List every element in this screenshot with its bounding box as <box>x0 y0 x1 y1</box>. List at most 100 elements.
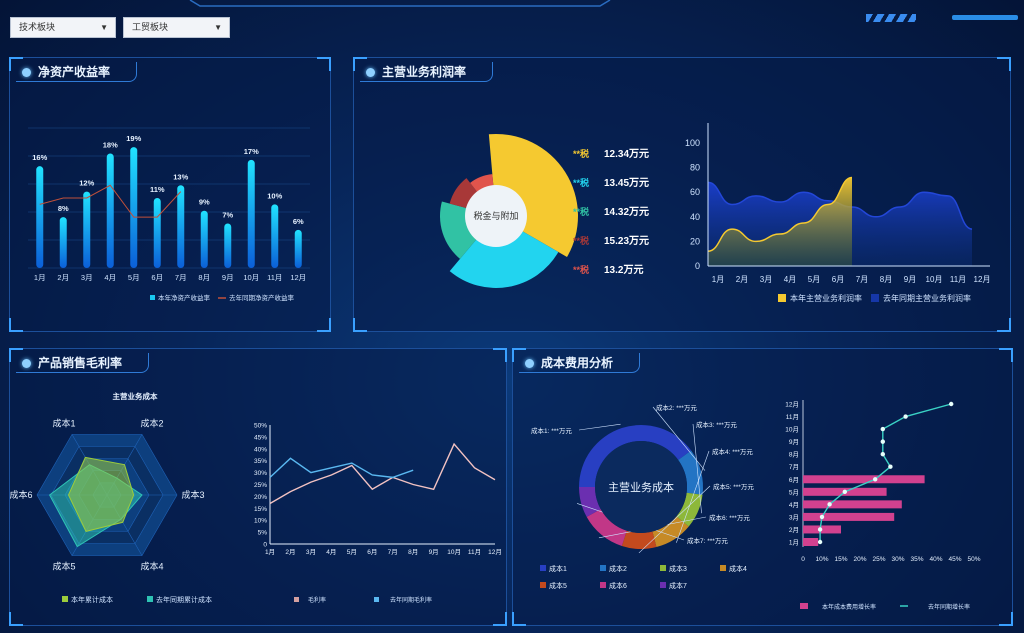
gm-x-tick: 2月 <box>285 548 295 556</box>
roe-bar <box>130 147 138 268</box>
tax-rose-slice <box>449 216 559 288</box>
growth-line-point <box>827 502 832 507</box>
gm-x-tick: 12月 <box>488 548 502 556</box>
tax-legend-name: **税 <box>573 148 589 159</box>
gm-x-tick: 4月 <box>326 548 336 556</box>
gm-y-tick: 35% <box>254 458 267 465</box>
cost-legend-label: 成本6 <box>609 581 627 590</box>
gm-y-tick: 10% <box>254 518 267 525</box>
growth-x-tick: 15% <box>834 556 847 563</box>
tech-block-select-label: 技术板块 <box>19 22 56 32</box>
roe-panel: 净资产收益率 16% 1月 8% 2月 12% 3月 18% 4月 19% 5月 11% 6月 13% 7… <box>9 57 331 332</box>
growth-line-point <box>819 514 825 520</box>
cost-legend-label: 成本4 <box>729 564 747 573</box>
radar-title: 主营业务成本 <box>113 391 158 401</box>
tax-legend-name: **税 <box>573 264 589 275</box>
tax-legend-name: **税 <box>573 177 589 188</box>
cost-donut-hole <box>595 441 687 533</box>
radar-indicator-label: 成本6 <box>10 489 33 500</box>
roe-data-label: 8% <box>58 204 69 213</box>
cost-donut-leader <box>638 485 711 554</box>
growth-x-tick: 30% <box>891 556 904 563</box>
cost-legend-label: 成本7 <box>669 581 687 590</box>
roe-panel-title: 净资产收益率 <box>16 62 138 82</box>
cost-donut-slice <box>676 492 703 527</box>
gm-series-line <box>269 457 414 479</box>
growth-y-tick: 3月 <box>789 513 799 521</box>
roe-data-label: 12% <box>79 179 94 188</box>
cost-growth-chart: 1月 2月 3月 4月 5月 6月 7月 8月 9月 10月 11月 12月 0 10% 15% 20% 25%… <box>785 400 981 611</box>
cost-donut-label: 成本6: ***万元 <box>709 513 750 522</box>
profit-legend-1: 本年主营业务利润率 <box>790 293 862 303</box>
growth-y-tick: 7月 <box>789 463 799 471</box>
cost-donut-slice <box>652 516 689 548</box>
industry-block-select-label: 工贸板块 <box>132 22 169 32</box>
gm-y-tick: 50% <box>254 423 267 430</box>
roe-lastyear-line <box>39 184 182 218</box>
gross-margin-panel-title: 产品销售毛利率 <box>16 353 150 373</box>
gm-legend-2: 去年同期毛利率 <box>390 596 432 604</box>
growth-y-tick: 2月 <box>789 526 799 534</box>
profit-x-tick: 8月 <box>880 275 892 284</box>
roe-bar <box>224 223 232 268</box>
cost-legend-swatch <box>660 565 666 571</box>
gm-y-tick: 45% <box>254 434 267 441</box>
radar-legend-swatch-1 <box>62 596 68 602</box>
main-profit-panel: 主营业务利润率 税金与附加 **税 12.34万元 **税 13.45万元 **税 14.3… <box>353 57 1011 332</box>
profit-area-chart: 0 20 40 60 80 100 1月 2月 3月 4月 5月 6月 7月 8月 9月 10月 11月 12月本… <box>685 123 991 303</box>
cost-legend-swatch <box>720 565 726 571</box>
tax-center-label: 税金与附加 <box>473 210 518 221</box>
cost-donut-center-label: 主营业务成本 <box>608 480 674 494</box>
roe-bar <box>59 217 67 268</box>
profit-y-tick: 60 <box>690 187 700 197</box>
tech-block-select[interactable]: 技术板块 ▼ <box>10 17 116 38</box>
profit-x-tick: 6月 <box>832 275 844 284</box>
gm-y-tick: 25% <box>254 482 267 489</box>
top-header-strip <box>189 0 611 7</box>
roe-data-label: 16% <box>32 153 47 162</box>
growth-x-tick: 50% <box>967 556 980 563</box>
cost-donut-label: 成本2: ***万元 <box>656 403 697 412</box>
gross-margin-line-chart: 0 5% 10% 15% 20% 25% 30% 35% 40% 45% 50% 1月 2月 3月 4月 5月… <box>254 423 502 605</box>
industry-block-select[interactable]: 工贸板块 ▼ <box>123 17 230 38</box>
cost-legend-label: 成本3 <box>669 564 687 573</box>
roe-x-tick: 4月 <box>104 273 116 282</box>
tax-legend-value: 14.32万元 <box>604 206 649 218</box>
gm-x-tick: 5月 <box>347 548 357 556</box>
roe-chart: 16% 1月 8% 2月 12% 3月 18% 4月 19% 5月 11% 6月 13% 7月 9% 8月 7%… <box>28 127 310 302</box>
roe-bar <box>247 159 255 268</box>
profit-y-tick: 20 <box>690 236 700 246</box>
roe-data-label: 13% <box>173 172 188 181</box>
growth-line-point <box>880 439 885 444</box>
gm-x-tick: 8月 <box>408 548 418 556</box>
roe-data-label: 11% <box>150 185 165 194</box>
profit-area-line <box>707 176 853 252</box>
profit-y-tick: 80 <box>690 163 700 173</box>
radar-legend-swatch-2 <box>147 596 153 602</box>
radar-legend-2: 去年同期累计成本 <box>156 595 212 604</box>
roe-legend-1: 本年净资产收益率 <box>158 293 211 302</box>
roe-bar <box>106 153 114 268</box>
roe-x-tick: 12月 <box>290 273 306 282</box>
cost-donut-leader <box>578 423 621 431</box>
cost-legend-swatch <box>540 565 546 571</box>
radar-indicator-label: 成本1 <box>52 417 75 428</box>
cost-donut-label: 成本1: ***万元 <box>531 426 572 435</box>
tax-legend-name: **税 <box>573 206 589 217</box>
roe-bar <box>36 166 44 268</box>
gm-series-line <box>269 442 496 505</box>
growth-y-tick: 5月 <box>789 488 799 496</box>
gm-y-tick: 30% <box>254 470 267 477</box>
profit-x-tick: 2月 <box>736 275 748 284</box>
growth-y-tick: 8月 <box>789 451 799 459</box>
roe-data-label: 6% <box>293 217 304 226</box>
profit-x-tick: 12月 <box>974 275 991 284</box>
tax-legend-value: 13.45万元 <box>604 177 649 189</box>
tax-rose-slice <box>488 134 578 257</box>
gm-x-tick: 6月 <box>367 548 377 556</box>
profit-x-tick: 4月 <box>784 275 796 284</box>
roe-x-tick: 2月 <box>57 273 69 282</box>
growth-y-tick: 10月 <box>785 426 799 434</box>
